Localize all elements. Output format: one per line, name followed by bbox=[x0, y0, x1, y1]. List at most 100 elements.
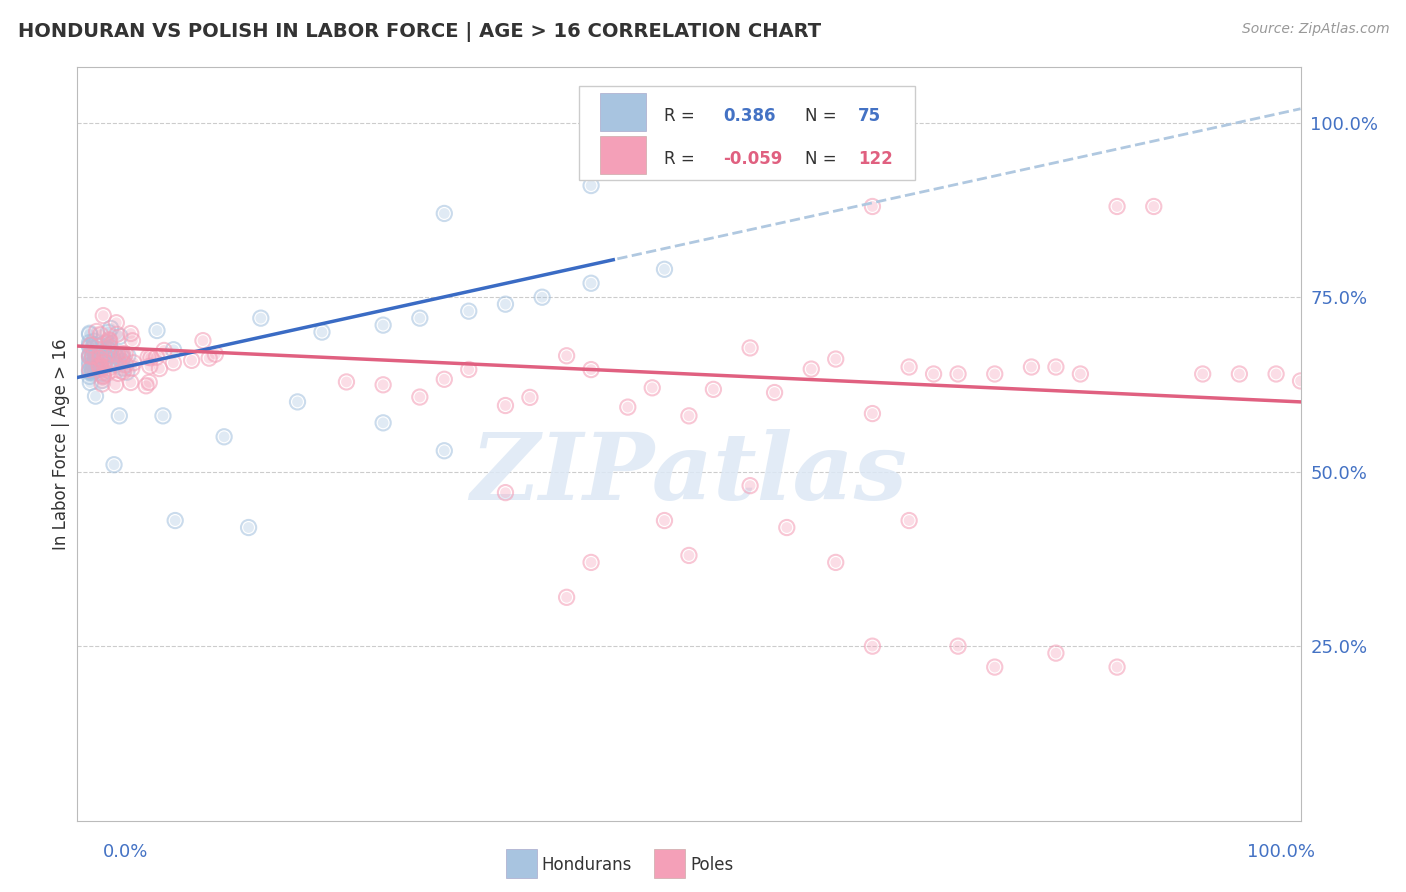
Text: Source: ZipAtlas.com: Source: ZipAtlas.com bbox=[1241, 22, 1389, 37]
Point bbox=[89, 360, 111, 375]
Point bbox=[654, 262, 676, 277]
Point bbox=[91, 376, 114, 391]
Point bbox=[90, 327, 112, 342]
Point bbox=[678, 409, 700, 423]
Point bbox=[89, 360, 111, 375]
Point bbox=[740, 478, 762, 492]
Point bbox=[824, 556, 846, 570]
Text: Hondurans: Hondurans bbox=[541, 856, 631, 874]
Point bbox=[579, 277, 602, 291]
Point bbox=[111, 347, 134, 361]
Point bbox=[139, 359, 162, 373]
Point bbox=[90, 360, 112, 375]
Point bbox=[135, 379, 157, 393]
Point bbox=[371, 416, 394, 430]
Point bbox=[555, 591, 578, 605]
Point bbox=[1107, 199, 1129, 213]
Point bbox=[678, 549, 700, 563]
Point bbox=[107, 367, 129, 381]
Point bbox=[96, 351, 118, 366]
Point bbox=[111, 351, 134, 365]
Point bbox=[531, 290, 554, 304]
Point bbox=[1045, 359, 1067, 374]
Point bbox=[121, 334, 143, 348]
Point bbox=[79, 358, 101, 372]
Point bbox=[79, 355, 101, 369]
Point bbox=[165, 514, 187, 528]
Point bbox=[946, 639, 969, 653]
Point bbox=[79, 338, 101, 352]
Text: 122: 122 bbox=[858, 150, 893, 168]
Point bbox=[763, 385, 786, 400]
Point bbox=[519, 391, 541, 405]
Point bbox=[409, 311, 432, 326]
Point bbox=[371, 318, 394, 332]
Point bbox=[120, 326, 142, 341]
Point bbox=[93, 336, 115, 351]
Point bbox=[1069, 367, 1091, 381]
Point bbox=[93, 359, 115, 374]
Point bbox=[1143, 199, 1166, 213]
Point bbox=[1045, 359, 1067, 374]
Point bbox=[111, 351, 134, 365]
Point bbox=[79, 349, 101, 363]
Point bbox=[139, 351, 162, 365]
Point bbox=[457, 362, 479, 376]
Point bbox=[86, 347, 108, 361]
Point bbox=[740, 341, 762, 355]
Point bbox=[148, 361, 170, 376]
Point bbox=[104, 355, 127, 369]
Point bbox=[409, 311, 432, 326]
Point bbox=[121, 361, 143, 376]
Point bbox=[702, 383, 724, 397]
Point bbox=[776, 520, 799, 534]
Point bbox=[93, 355, 115, 369]
Point bbox=[946, 367, 969, 381]
Point bbox=[80, 338, 103, 352]
Point bbox=[191, 334, 214, 348]
Point bbox=[111, 361, 134, 376]
Point bbox=[104, 377, 127, 392]
Text: N =: N = bbox=[806, 106, 837, 125]
Point bbox=[97, 360, 120, 375]
Point bbox=[79, 340, 101, 354]
Point bbox=[495, 485, 517, 500]
Point bbox=[104, 358, 127, 372]
Point bbox=[114, 358, 136, 372]
Point bbox=[82, 366, 104, 380]
Point bbox=[862, 639, 884, 653]
Point bbox=[495, 485, 517, 500]
Point bbox=[519, 391, 541, 405]
Point bbox=[1289, 374, 1312, 388]
Point bbox=[495, 399, 517, 413]
Point bbox=[180, 353, 202, 368]
Point bbox=[287, 395, 309, 409]
Point bbox=[104, 349, 127, 363]
Point bbox=[922, 367, 945, 381]
Point bbox=[108, 329, 131, 343]
Point bbox=[204, 347, 226, 361]
Point bbox=[148, 361, 170, 376]
Point bbox=[191, 334, 214, 348]
Point bbox=[409, 390, 432, 404]
Point bbox=[105, 316, 128, 330]
Point bbox=[862, 639, 884, 653]
Point bbox=[579, 556, 602, 570]
Point bbox=[86, 325, 108, 339]
Point bbox=[79, 364, 101, 378]
Point bbox=[922, 367, 945, 381]
Point bbox=[984, 367, 1007, 381]
Point bbox=[87, 359, 110, 373]
Point bbox=[433, 206, 456, 220]
Point bbox=[90, 327, 112, 342]
Point bbox=[82, 350, 104, 364]
Point bbox=[108, 329, 131, 343]
Point bbox=[94, 349, 117, 363]
Point bbox=[97, 335, 120, 350]
Point bbox=[409, 390, 432, 404]
Point bbox=[531, 290, 554, 304]
Point bbox=[946, 367, 969, 381]
Point bbox=[110, 349, 132, 363]
Point bbox=[115, 365, 138, 379]
Point bbox=[763, 385, 786, 400]
